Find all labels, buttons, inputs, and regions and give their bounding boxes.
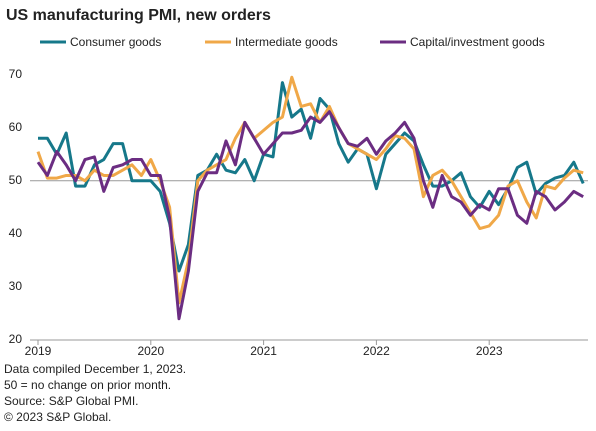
x-tick-label: 2019 — [25, 344, 52, 358]
y-tick-label: 70 — [9, 67, 23, 81]
legend-label: Intermediate goods — [235, 35, 338, 49]
footnote: © 2023 S&P Global. — [4, 410, 111, 424]
footnote: 50 = no change on prior month. — [4, 378, 171, 392]
legend-label: Capital/investment goods — [410, 35, 545, 49]
line-series — [36, 75, 584, 305]
y-tick-label: 50 — [9, 173, 23, 187]
x-tick-label: 2023 — [476, 344, 503, 358]
y-tick-label: 40 — [9, 226, 23, 240]
line-series — [36, 110, 584, 321]
chart-title: US manufacturing PMI, new orders — [6, 7, 271, 24]
x-tick-label: 2021 — [250, 344, 277, 358]
line-series — [38, 81, 585, 273]
x-tick-label: 2022 — [363, 344, 390, 358]
y-tick-label: 60 — [9, 120, 23, 134]
footnote: Data compiled December 1, 2023. — [4, 362, 186, 376]
legend-label: Consumer goods — [70, 35, 161, 49]
y-tick-label: 30 — [9, 279, 23, 293]
x-tick-label: 2020 — [137, 344, 164, 358]
y-tick-label: 20 — [9, 332, 23, 346]
footnote: Source: S&P Global PMI. — [4, 394, 139, 408]
